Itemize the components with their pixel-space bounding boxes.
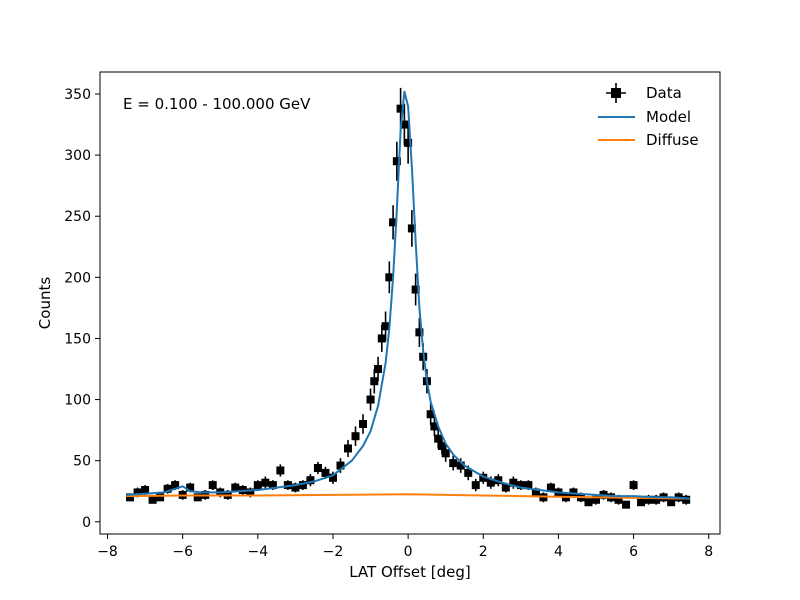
data-point xyxy=(344,439,352,457)
data-point xyxy=(148,495,157,504)
legend-label-model: Model xyxy=(646,108,691,126)
energy-range-annotation: E = 0.100 - 100.000 GeV xyxy=(123,95,311,113)
y-tick-label: 350 xyxy=(64,87,91,103)
x-tick-label: 0 xyxy=(404,544,413,560)
data-point xyxy=(374,356,383,382)
x-tick-label: −8 xyxy=(97,544,118,560)
data-point xyxy=(366,388,375,411)
diffuse-line xyxy=(126,493,690,500)
data-point xyxy=(381,311,390,341)
legend-label-data: Data xyxy=(646,84,682,102)
y-axis-label: Counts xyxy=(36,277,54,330)
x-tick-label: −6 xyxy=(172,544,193,560)
data-point xyxy=(253,480,262,490)
data-point xyxy=(359,414,368,434)
data-point xyxy=(622,500,631,509)
data-point xyxy=(637,498,646,507)
x-axis-label: LAT Offset [deg] xyxy=(349,563,471,581)
data-point xyxy=(629,480,638,490)
data-point xyxy=(430,416,439,437)
plot-area xyxy=(126,87,691,509)
y-tick-label: 50 xyxy=(73,454,91,470)
model-line xyxy=(126,90,690,500)
legend-data-marker xyxy=(606,83,626,103)
x-tick-label: 6 xyxy=(629,544,638,560)
y-tick-label: 250 xyxy=(64,209,91,225)
legend-label-diffuse: Diffuse xyxy=(646,131,699,149)
x-tick-label: 8 xyxy=(704,544,713,560)
data-point xyxy=(682,494,691,505)
data-point xyxy=(441,444,450,462)
data-point xyxy=(370,369,379,394)
data-point xyxy=(261,476,270,489)
data-point xyxy=(584,498,593,507)
data-point xyxy=(426,403,435,426)
data-point xyxy=(313,461,322,475)
axes-frame xyxy=(99,71,721,535)
data-point xyxy=(385,261,394,294)
data-point xyxy=(156,493,165,502)
data-point xyxy=(351,426,360,446)
data-point xyxy=(208,480,217,490)
y-tick-label: 100 xyxy=(64,393,91,409)
data-point xyxy=(471,479,480,492)
data-point xyxy=(306,474,315,487)
y-tick-label: 200 xyxy=(64,270,91,286)
x-axis: −8 −6 −4 −2 0 2 4 6 8 xyxy=(97,534,713,560)
x-tick-label: 2 xyxy=(479,544,488,560)
data-point xyxy=(276,464,285,477)
y-tick-label: 0 xyxy=(82,515,91,531)
data-point xyxy=(667,498,676,507)
data-point xyxy=(328,471,337,484)
y-tick-label: 150 xyxy=(64,331,91,347)
x-tick-label: −4 xyxy=(247,544,268,560)
legend: Data Model Diffuse xyxy=(598,83,699,149)
x-tick-label: 4 xyxy=(554,544,563,560)
data-point xyxy=(449,455,458,471)
x-tick-label: −2 xyxy=(323,544,344,560)
y-axis: 0 50 100 150 200 250 300 350 xyxy=(64,87,100,531)
data-point xyxy=(509,476,518,489)
y-tick-label: 300 xyxy=(64,148,91,164)
